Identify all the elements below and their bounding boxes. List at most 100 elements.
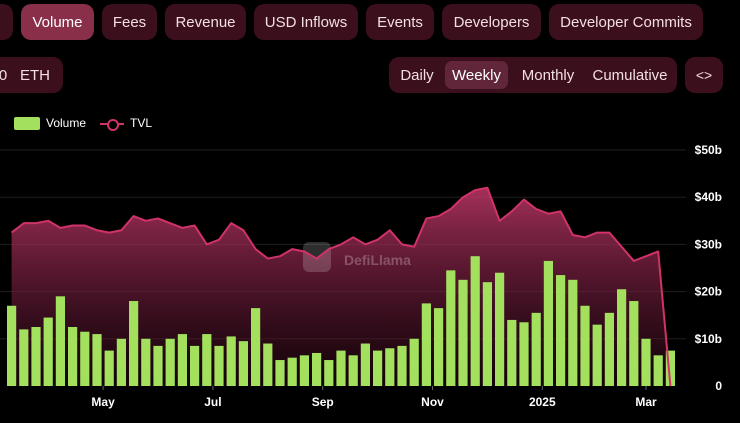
- volume-bar[interactable]: [31, 327, 41, 386]
- volume-bar[interactable]: [556, 275, 566, 386]
- volume-tvl-chart: DefiLlama $50b $40b $30b $20b $10b 0 May Jul Se…: [0, 143, 723, 409]
- y-axis-ticks: $50b $40b $30b $20b $10b 0: [695, 143, 723, 393]
- denomination-eth[interactable]: ETH: [20, 66, 50, 84]
- volume-bar[interactable]: [312, 352, 322, 386]
- volume-bar[interactable]: [104, 350, 114, 386]
- volume-bar[interactable]: [470, 256, 480, 386]
- volume-bar[interactable]: [604, 312, 614, 386]
- tvl-line-layer: [10, 186, 672, 387]
- interval-cumulative[interactable]: Cumulative: [592, 66, 668, 84]
- chart-legend: Volume TVL: [14, 114, 152, 132]
- interval-monthly[interactable]: Monthly: [521, 66, 575, 84]
- volume-bar[interactable]: [263, 343, 273, 386]
- volume-bar[interactable]: [653, 355, 663, 386]
- x-tick-label: 2025: [529, 395, 556, 409]
- embed-code-icon[interactable]: <>: [685, 57, 723, 93]
- volume-bar[interactable]: [531, 312, 541, 386]
- legend-tvl-label: TVL: [130, 116, 153, 130]
- tvl-area: [11, 187, 671, 386]
- x-tick-label: Jul: [204, 395, 221, 409]
- volume-bar[interactable]: [507, 319, 517, 386]
- volume-bar[interactable]: [409, 338, 419, 386]
- volume-bar[interactable]: [385, 348, 395, 386]
- tab-developers[interactable]: Developers: [442, 4, 541, 40]
- volume-bar[interactable]: [7, 305, 17, 386]
- interval-toggle: Daily Weekly Monthly Cumulative: [389, 57, 677, 93]
- volume-bar[interactable]: [421, 303, 431, 386]
- y-tick-label: $10b: [695, 332, 722, 346]
- volume-bar[interactable]: [19, 329, 29, 386]
- volume-bar[interactable]: [360, 343, 370, 386]
- volume-bar[interactable]: [43, 317, 53, 386]
- denomination-toggle: 0 ETH: [0, 57, 63, 93]
- volume-bar[interactable]: [336, 350, 346, 386]
- volume-bar[interactable]: [543, 260, 553, 386]
- watermark-text: DefiLlama: [344, 252, 411, 268]
- volume-bar[interactable]: [397, 345, 407, 386]
- volume-bar[interactable]: [299, 355, 309, 386]
- volume-bar[interactable]: [55, 296, 65, 386]
- tab-events[interactable]: Events: [366, 4, 434, 40]
- volume-bar[interactable]: [519, 322, 529, 386]
- y-tick-label: $30b: [695, 237, 722, 251]
- volume-bar[interactable]: [434, 308, 444, 386]
- volume-bar[interactable]: [629, 301, 639, 386]
- volume-bar[interactable]: [92, 334, 102, 386]
- volume-bar[interactable]: [153, 345, 163, 386]
- volume-bar[interactable]: [348, 355, 358, 386]
- y-tick-label: $20b: [695, 285, 722, 299]
- volume-bar[interactable]: [251, 308, 261, 386]
- tvl-area-layer: [11, 187, 671, 386]
- chart-controls: 0 ETH Daily Weekly Monthly Cumulative <>: [0, 57, 740, 93]
- volume-bar[interactable]: [592, 324, 602, 386]
- y-tick-label: $50b: [695, 143, 722, 157]
- interval-daily[interactable]: Daily: [400, 66, 434, 84]
- tab-volume[interactable]: Volume: [21, 4, 94, 40]
- volume-bar[interactable]: [226, 336, 236, 386]
- volume-bar[interactable]: [495, 272, 505, 386]
- volume-bar[interactable]: [238, 341, 248, 386]
- legend-tvl-swatch[interactable]: [100, 117, 125, 131]
- tab-revenue[interactable]: Revenue: [165, 4, 246, 40]
- tvl-line[interactable]: [10, 186, 672, 387]
- volume-bar[interactable]: [568, 279, 578, 386]
- volume-bar[interactable]: [190, 345, 200, 386]
- volume-bars: [7, 256, 675, 386]
- volume-bar[interactable]: [373, 350, 383, 386]
- volume-bar[interactable]: [665, 350, 675, 386]
- x-axis-ticks: May Jul Sep Nov 2025 Mar: [91, 386, 657, 409]
- volume-bar[interactable]: [641, 338, 651, 386]
- x-tick-label: May: [91, 395, 115, 409]
- tab-partial[interactable]: [0, 4, 13, 40]
- tab-developer-commits[interactable]: Developer Commits: [549, 4, 703, 40]
- y-tick-label: $40b: [695, 190, 722, 204]
- interval-weekly[interactable]: Weekly: [445, 61, 508, 89]
- x-tick-label: Nov: [421, 395, 444, 409]
- volume-bar[interactable]: [80, 331, 90, 386]
- volume-bar[interactable]: [275, 360, 285, 386]
- volume-bar[interactable]: [165, 338, 175, 386]
- legend-volume-swatch[interactable]: [14, 116, 40, 130]
- volume-bar[interactable]: [287, 357, 297, 386]
- volume-bar[interactable]: [177, 334, 187, 386]
- tab-usd-inflows[interactable]: USD Inflows: [254, 4, 358, 40]
- tab-fees[interactable]: Fees: [102, 4, 157, 40]
- legend-volume-label: Volume: [46, 116, 87, 130]
- volume-bar[interactable]: [68, 327, 78, 386]
- volume-bar[interactable]: [617, 289, 627, 386]
- volume-bar[interactable]: [202, 334, 212, 386]
- y-tick-label: 0: [715, 379, 722, 393]
- volume-bar[interactable]: [458, 279, 468, 386]
- x-tick-label: Sep: [312, 395, 334, 409]
- volume-bar[interactable]: [580, 305, 590, 386]
- volume-bar[interactable]: [116, 338, 126, 386]
- metric-tabs: Volume Fees Revenue USD Inflows Events D…: [0, 4, 740, 40]
- volume-bar[interactable]: [141, 338, 151, 386]
- x-tick-label: Mar: [635, 395, 657, 409]
- volume-bar[interactable]: [129, 301, 139, 386]
- denomination-partial[interactable]: 0: [0, 66, 8, 84]
- volume-bar[interactable]: [214, 345, 224, 386]
- volume-bar[interactable]: [446, 270, 456, 386]
- volume-bar[interactable]: [482, 282, 492, 386]
- volume-bar[interactable]: [324, 360, 334, 386]
